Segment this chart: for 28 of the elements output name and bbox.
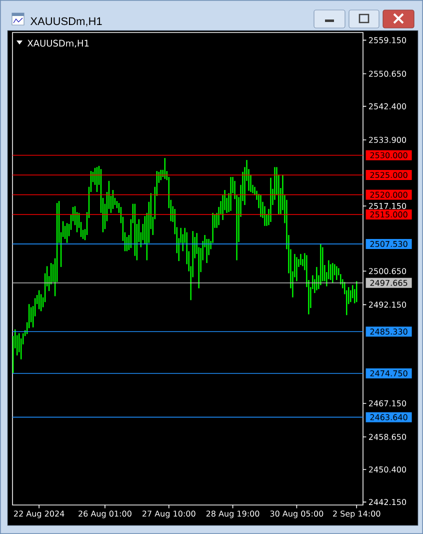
text: XAUUSDm,H1: [27, 40, 89, 48]
y-tick-label: 2533.900: [368, 136, 406, 143]
ref-line-label: 2530.000: [370, 152, 408, 158]
y-tick-label: 2550.650: [368, 70, 406, 77]
y-tick-label: 2492.150: [368, 302, 406, 308]
x-tick-label: 30 Aug 05:00: [270, 510, 324, 518]
x-tick-label: 2 Sep 14:00: [333, 510, 380, 518]
ref-line-label: 2485.330: [370, 328, 408, 335]
ref-line-label: 2463.640: [370, 414, 408, 420]
x-tick-label: 26 Aug 01:00: [78, 510, 132, 518]
x-tick-label: 28 Aug 19:00: [206, 510, 260, 518]
y-tick-label: 2559.150: [368, 37, 406, 44]
ref-line-label: 2515.000: [370, 211, 408, 218]
y-tick-label: 2500.650: [368, 268, 406, 274]
ref-line-label: 2525.000: [370, 172, 408, 178]
x-tick-label: 27 Aug 10:00: [142, 510, 196, 518]
y-tick-label: 2542.400: [368, 103, 406, 110]
x-tick-label: 22 Aug 2024: [14, 510, 64, 518]
text: XAUUSDm,H1: [30, 17, 102, 26]
ref-line-label: 2474.750: [370, 370, 408, 376]
y-tick-label: 2450.400: [368, 466, 406, 472]
y-tick-label: 2458.650: [368, 434, 406, 440]
ref-line-label: 2507.530: [370, 240, 408, 247]
ref-line-label: 2520.000: [370, 192, 408, 198]
y-tick-label: 2442.150: [368, 499, 406, 506]
y-tick-label: 2517.150: [368, 202, 406, 210]
y-tick-label: 2467.150: [368, 400, 406, 406]
ref-line-label: 2497.665: [370, 280, 408, 286]
